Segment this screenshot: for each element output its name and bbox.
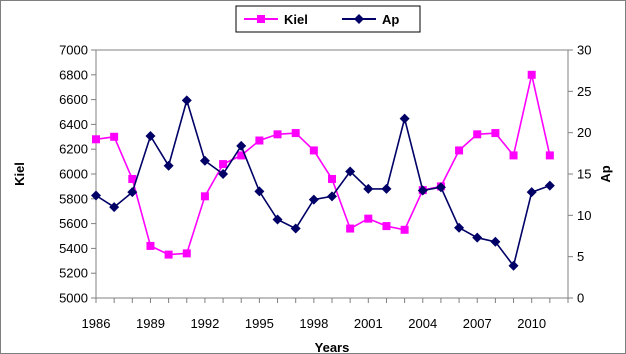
data-point-kiel	[128, 174, 137, 183]
data-point-kiel	[273, 130, 282, 139]
data-point-ap	[236, 140, 247, 151]
x-tick-label: 2007	[463, 316, 492, 331]
x-axis-title: Years	[315, 340, 350, 354]
x-tick-label: 1992	[190, 316, 219, 331]
data-point-kiel	[92, 135, 100, 144]
data-point-kiel	[382, 222, 391, 231]
data-point-ap	[544, 180, 555, 191]
data-point-ap	[199, 155, 210, 166]
y-right-tick-label: 15	[577, 167, 591, 182]
data-point-ap	[363, 183, 374, 194]
data-point-kiel	[527, 70, 536, 79]
data-point-ap	[345, 166, 356, 177]
y-left-axis-title: Kiel	[12, 162, 27, 186]
y-left-tick-label: 6000	[59, 167, 88, 182]
data-point-ap	[327, 191, 337, 202]
series-layer	[91, 70, 555, 271]
y-right-tick-label: 0	[577, 291, 584, 306]
data-point-kiel	[219, 160, 228, 169]
legend-kiel-label: Kiel	[284, 12, 308, 27]
y-right-tick-label: 5	[577, 249, 584, 264]
y-left-tick-label: 7000	[59, 43, 88, 58]
data-point-ap	[435, 182, 446, 193]
data-point-kiel	[237, 151, 246, 160]
data-point-kiel	[182, 249, 191, 258]
y-left-tick-label: 5600	[59, 216, 88, 231]
legend-ap-marker	[354, 14, 364, 24]
data-point-ap	[417, 185, 428, 196]
y-left-tick-label: 5400	[59, 241, 88, 256]
y-left-tick-label: 5200	[59, 266, 88, 281]
series-kiel	[92, 70, 554, 259]
data-point-ap	[91, 190, 101, 201]
data-point-ap	[272, 214, 283, 225]
data-point-kiel	[291, 129, 300, 138]
y-right-tick-label: 30	[577, 43, 591, 58]
plot-area	[95, 49, 569, 299]
data-point-ap	[254, 186, 265, 197]
data-point-kiel	[309, 146, 318, 155]
data-point-kiel	[146, 241, 155, 250]
y-left-tick-label: 5000	[59, 291, 88, 306]
data-point-ap	[145, 130, 156, 141]
y-right-tick-label: 10	[577, 208, 591, 223]
data-point-kiel	[328, 174, 336, 183]
data-point-kiel	[255, 136, 264, 145]
data-point-kiel	[110, 132, 119, 141]
data-point-kiel	[364, 214, 373, 223]
data-point-ap	[490, 236, 501, 247]
y-left-tick-label: 6800	[59, 67, 88, 82]
series-ap	[91, 95, 555, 271]
data-point-kiel	[491, 129, 500, 138]
y-right-tick-label: 20	[577, 125, 591, 140]
data-point-kiel	[509, 151, 518, 160]
data-point-ap	[127, 187, 138, 198]
data-point-kiel	[200, 192, 209, 201]
y-right-tick-label: 25	[577, 84, 591, 99]
data-point-ap	[290, 223, 301, 234]
x-tick-label: 1989	[136, 316, 165, 331]
data-point-ap	[508, 260, 519, 271]
data-point-ap	[181, 95, 192, 106]
y-left-tick-label: 6200	[59, 142, 88, 157]
data-point-ap	[218, 169, 229, 179]
x-tick-label: 2010	[517, 316, 546, 331]
data-point-kiel	[473, 130, 482, 139]
x-tick-label: 2004	[408, 316, 437, 331]
data-point-kiel	[400, 225, 409, 234]
data-point-ap	[381, 183, 392, 194]
x-tick-label: 2001	[354, 316, 383, 331]
y-right-axis-title: Ap	[598, 165, 613, 182]
y-left-tick-label: 6400	[59, 117, 88, 132]
y-left-tick-label: 5800	[59, 191, 88, 206]
data-point-ap	[109, 202, 120, 213]
legend-ap-label: Ap	[382, 12, 399, 27]
y-left-tick-label: 6600	[59, 92, 88, 107]
legend: Kiel Ap	[235, 5, 421, 33]
data-point-kiel	[455, 146, 464, 155]
x-tick-label: 1986	[82, 316, 111, 331]
data-point-ap	[472, 232, 483, 243]
x-tick-label: 1998	[299, 316, 328, 331]
axes: 5000520054005600580060006200640066006800…	[59, 43, 591, 332]
x-tick-label: 1995	[245, 316, 274, 331]
data-point-kiel	[164, 250, 173, 259]
data-point-ap	[399, 113, 410, 124]
data-point-ap	[163, 160, 174, 171]
data-point-ap	[308, 194, 319, 205]
data-point-ap	[454, 222, 465, 233]
data-point-kiel	[346, 224, 355, 233]
data-point-kiel	[545, 151, 554, 160]
legend-kiel-marker	[257, 15, 265, 23]
data-point-ap	[526, 187, 537, 198]
